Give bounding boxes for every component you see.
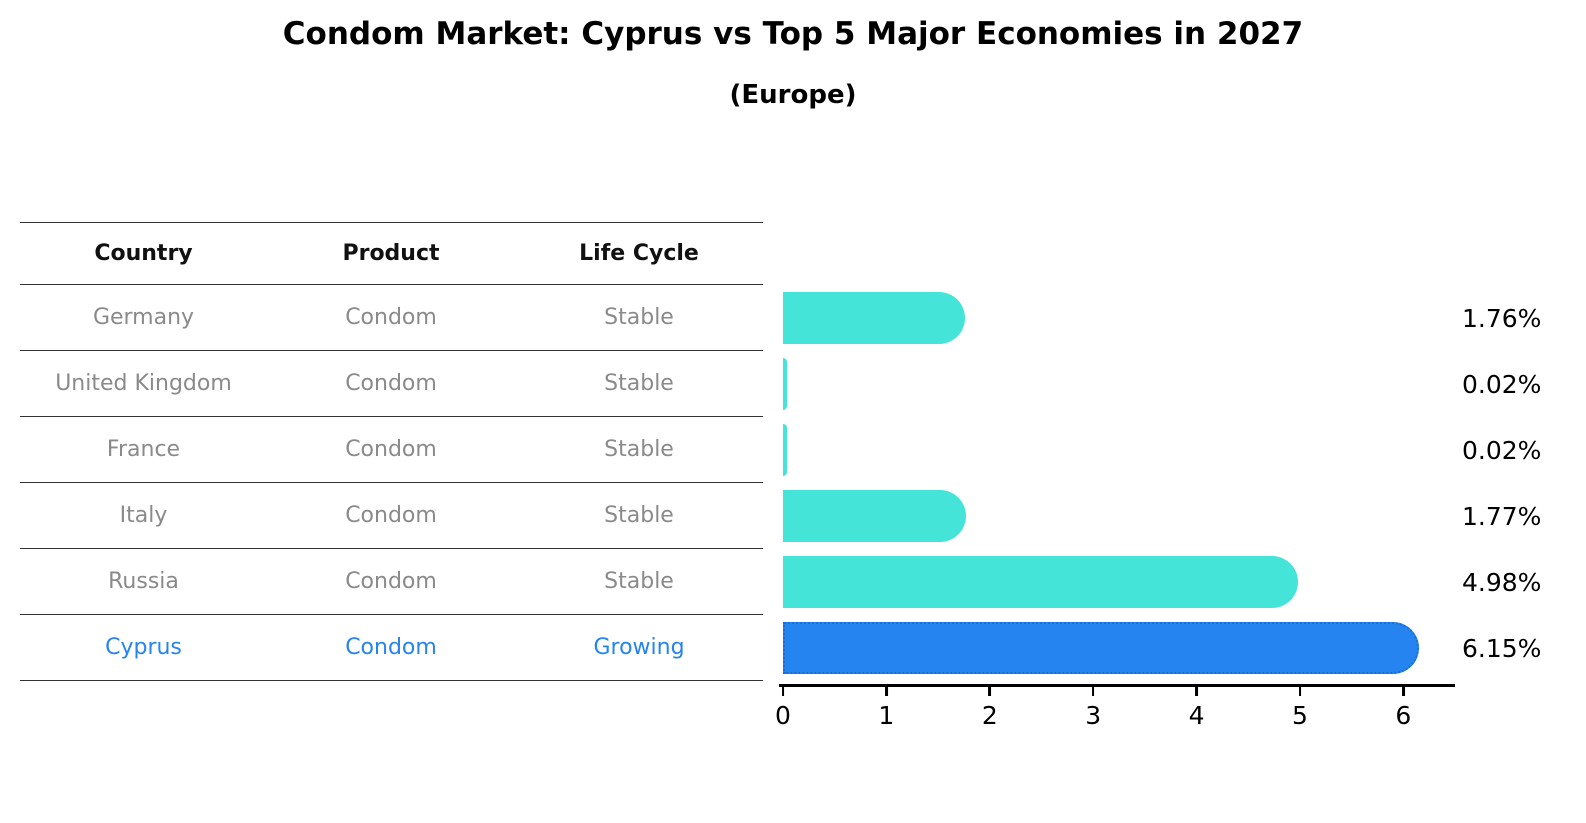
bar-chart — [783, 285, 1455, 681]
tick-label: 3 — [1085, 701, 1102, 730]
x-axis-tick: 3 — [1085, 687, 1101, 730]
bar — [783, 358, 787, 410]
tick-label: 0 — [775, 701, 791, 730]
bar — [783, 556, 1298, 608]
table-header-row: Country Product Life Cycle — [20, 222, 763, 285]
x-axis-tick: 5 — [1292, 687, 1308, 730]
tick-label: 4 — [1188, 701, 1205, 730]
bar — [783, 490, 966, 542]
tick-label: 6 — [1395, 701, 1412, 730]
bar-row — [783, 351, 1455, 417]
x-axis-tick: 4 — [1188, 687, 1205, 730]
product-cell: Condom — [345, 437, 437, 462]
bar — [783, 292, 965, 344]
country-cell: Russia — [108, 569, 179, 594]
value-label: 1.76% — [1462, 303, 1542, 333]
country-table: Country Product Life Cycle Germany Condo… — [20, 222, 763, 681]
table-row: Russia Condom Stable — [20, 549, 763, 615]
x-axis: 0 1 2 3 4 5 6 — [775, 684, 1455, 732]
product-cell: Condom — [345, 569, 437, 594]
life-cycle-cell: Stable — [604, 305, 674, 330]
bar-row — [783, 615, 1455, 681]
value-label-column: 1.76% 0.02% 0.02% 1.77% 4.98% 6.15% — [1462, 285, 1572, 681]
life-cycle-cell: Stable — [604, 371, 674, 396]
bar — [783, 622, 1419, 674]
x-axis-tick: 0 — [775, 687, 791, 730]
bar-row — [783, 417, 1455, 483]
tick-mark — [781, 687, 785, 696]
tick-mark — [1195, 687, 1198, 696]
tick-mark — [1091, 687, 1095, 696]
table-row: United Kingdom Condom Stable — [20, 351, 763, 417]
value-label: 6.15% — [1462, 633, 1542, 663]
tick-mark — [1298, 687, 1302, 696]
product-cell: Condom — [345, 635, 437, 660]
column-header-product: Product — [342, 241, 440, 266]
column-header-country: Country — [94, 241, 193, 266]
value-label: 0.02% — [1462, 435, 1542, 465]
bar-row — [783, 483, 1455, 549]
tick-mark — [1402, 687, 1405, 696]
x-axis-tick: 1 — [878, 687, 894, 730]
value-label: 4.98% — [1462, 567, 1542, 597]
product-cell: Condom — [345, 503, 437, 528]
country-cell: Cyprus — [105, 635, 182, 660]
tick-label: 2 — [981, 701, 998, 730]
chart-title: Condom Market: Cyprus vs Top 5 Major Eco… — [282, 16, 1304, 52]
life-cycle-cell: Stable — [604, 569, 674, 594]
x-axis-tick: 2 — [982, 687, 998, 730]
x-axis-tick: 6 — [1395, 687, 1411, 730]
value-label: 1.77% — [1462, 501, 1542, 531]
life-cycle-cell: Growing — [593, 635, 685, 660]
table-row: France Condom Stable — [20, 417, 763, 483]
tick-label: 5 — [1291, 701, 1308, 730]
value-label: 0.02% — [1462, 369, 1542, 399]
tick-mark — [885, 687, 888, 696]
tick-label: 1 — [878, 701, 895, 730]
life-cycle-cell: Stable — [604, 503, 674, 528]
tick-mark — [988, 687, 992, 696]
table-row: Germany Condom Stable — [20, 285, 763, 351]
bar-row — [783, 549, 1455, 615]
column-header-life-cycle: Life Cycle — [579, 241, 699, 266]
country-cell: United Kingdom — [55, 371, 232, 396]
chart-subtitle: (Europe) — [729, 80, 857, 110]
bar — [783, 424, 787, 476]
bar-row — [783, 285, 1455, 351]
product-cell: Condom — [345, 371, 437, 396]
table-row: Cyprus Condom Growing — [20, 615, 763, 681]
country-cell: France — [106, 437, 181, 462]
life-cycle-cell: Stable — [604, 437, 674, 462]
table-row: Italy Condom Stable — [20, 483, 763, 549]
country-cell: Italy — [119, 503, 168, 528]
country-cell: Germany — [92, 305, 195, 330]
product-cell: Condom — [345, 305, 437, 330]
